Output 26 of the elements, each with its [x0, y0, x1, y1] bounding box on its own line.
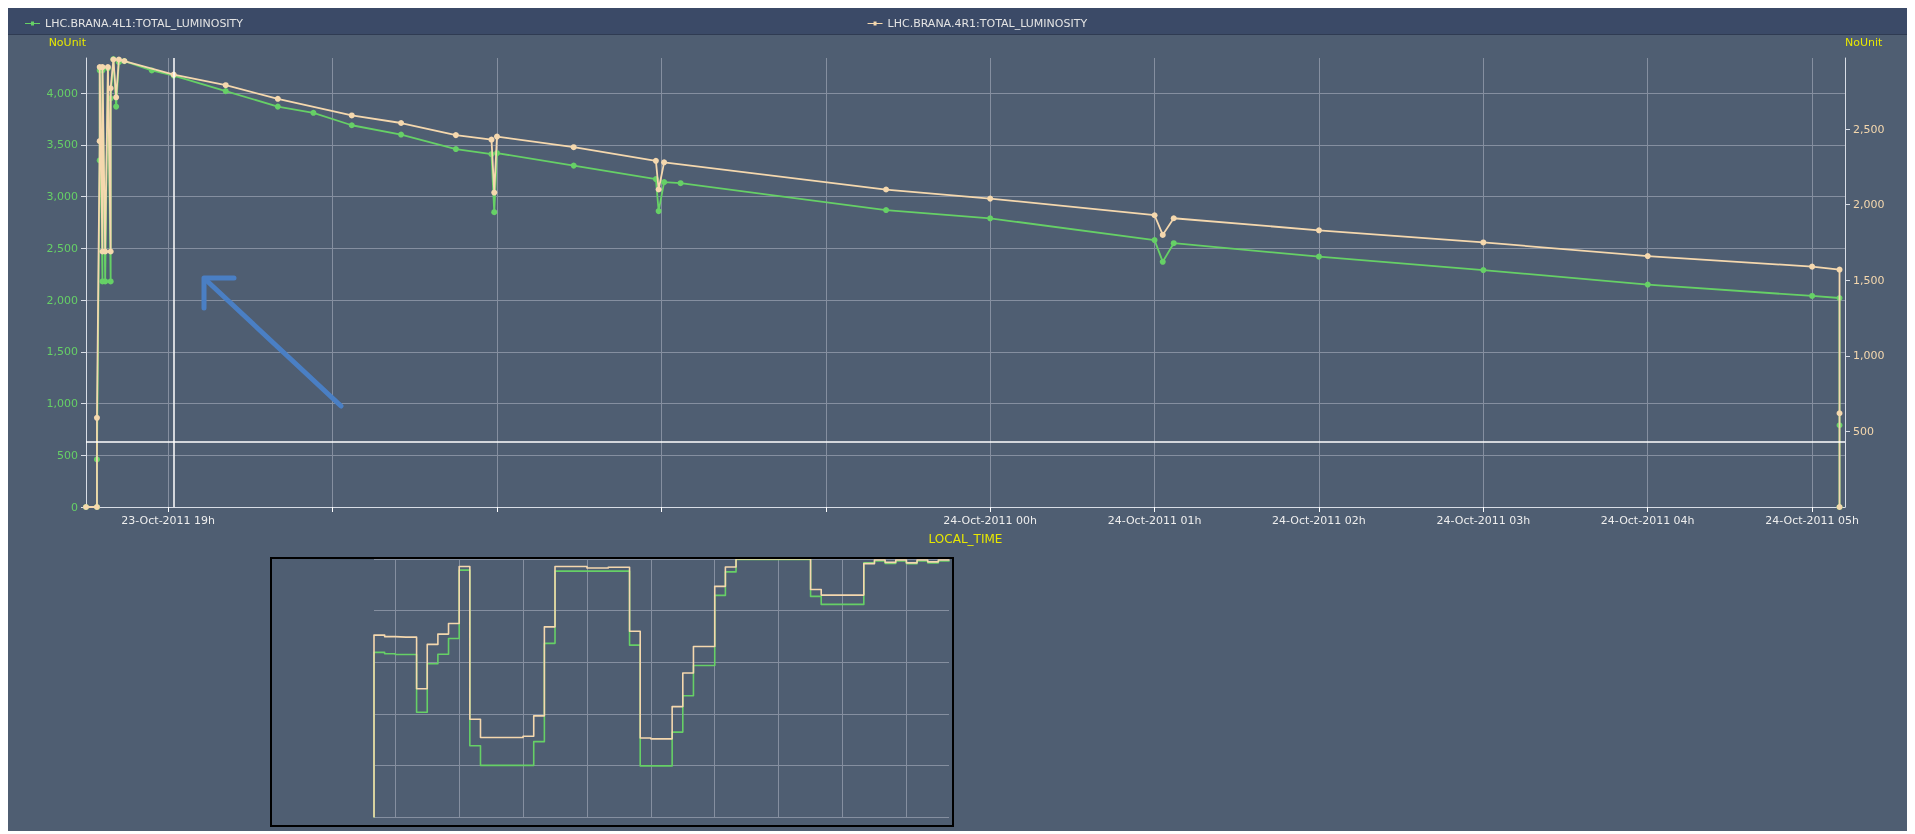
y-tick-label: 2,500 — [46, 241, 78, 255]
x-tick-label: 24-Oct-2011 05h — [1765, 514, 1859, 527]
x-tick-label: 24-Oct-2011 03h — [1436, 514, 1531, 527]
y-axis-title: NoUnit — [48, 36, 87, 49]
y-tick-label: 3,000 — [46, 190, 78, 204]
y2-tick-label: 2,500 — [1853, 122, 1885, 136]
legend-label: LHC.BRANA.4R1:TOTAL_LUMINOSITY — [887, 17, 1088, 30]
y-tick-label: 1,000 — [46, 397, 78, 411]
x-tick-label: 24-Oct-2011 01h — [1107, 514, 1202, 527]
x-axis-title: LOCAL_TIME — [928, 532, 1003, 546]
y2-axis-title: NoUnit — [1845, 36, 1884, 49]
y2-tick-label: 1,000 — [1853, 349, 1885, 363]
legend-label: LHC.BRANA.4L1:TOTAL_LUMINOSITY — [45, 17, 244, 30]
y-tick-label: 0 — [71, 500, 78, 514]
y-tick-label: 500 — [57, 448, 78, 462]
x-tick-label: 24-Oct-2011 02h — [1272, 514, 1366, 527]
y2-tick-label: 2,000 — [1853, 198, 1885, 212]
x-tick-label: 24-Oct-2011 00h — [943, 514, 1038, 527]
y-tick-label: 1,500 — [46, 345, 78, 359]
y2-tick-label: 500 — [1853, 424, 1874, 438]
y-tick-label: 4,000 — [46, 86, 78, 100]
x-tick-label: 23-Oct-2011 19h — [121, 514, 216, 527]
y-tick-label: 3,500 — [46, 138, 78, 152]
y-tick-label: 2,000 — [46, 293, 78, 307]
x-tick-label: 24-Oct-2011 04h — [1600, 514, 1695, 527]
y2-tick-label: 1,500 — [1853, 273, 1885, 287]
